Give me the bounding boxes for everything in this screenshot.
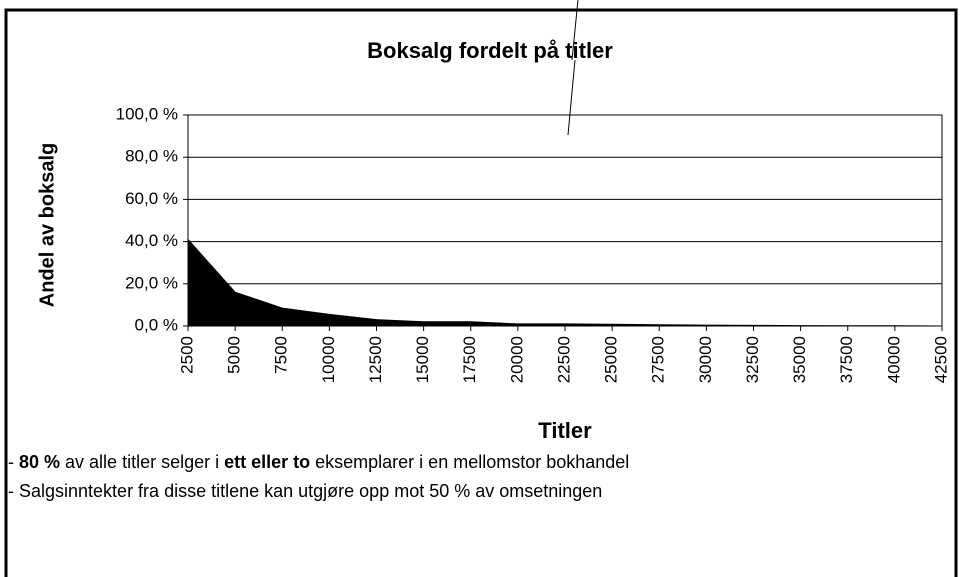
y-axis-title: Andel av boksalg: [36, 143, 58, 308]
y-tick-label: 80,0 %: [125, 147, 178, 166]
scan-artifact: [567, 0, 579, 136]
y-tick-label: 20,0 %: [125, 273, 178, 292]
x-tick-label: 40000: [884, 336, 903, 383]
note-segment: 80 %: [19, 452, 60, 472]
x-tick-label: 12500: [366, 336, 385, 383]
note-segment: - Salgsinntekter fra disse titlene kan u…: [8, 481, 602, 501]
x-tick-label: 10000: [319, 336, 338, 383]
x-tick-label: 37500: [837, 336, 856, 383]
frame: [4, 8, 958, 577]
x-axis-title: Titler: [538, 418, 592, 443]
x-tick-label: 27500: [649, 336, 668, 383]
x-tick-label: 25000: [602, 336, 621, 383]
note: - 80 % av alle titler selger i ett eller…: [8, 452, 629, 472]
plot-frame: [187, 114, 943, 327]
x-tick-label: 20000: [507, 336, 526, 383]
x-tick-label: 22500: [554, 336, 573, 383]
note-segment: ett eller to: [224, 452, 310, 472]
y-tick-label: 60,0 %: [125, 189, 178, 208]
area: [187, 238, 943, 327]
x-tick-label: 2500: [177, 336, 196, 374]
note-segment: -: [8, 452, 19, 472]
x-tick-label: 35000: [790, 336, 809, 383]
y-tick-label: 100,0 %: [116, 104, 178, 123]
x-tick-label: 7500: [272, 336, 291, 374]
x-tick-label: 5000: [225, 336, 244, 374]
note-segment: av alle titler selger i: [60, 452, 224, 472]
x-tick-label: 30000: [696, 336, 715, 383]
y-tick-label: 40,0 %: [125, 231, 178, 250]
x-tick-label: 17500: [460, 336, 479, 383]
x-tick-label: 42500: [931, 336, 950, 383]
x-tick-label: 15000: [413, 336, 432, 383]
note-segment: eksemplarer i en mellomstor bokhandel: [310, 452, 629, 472]
x-tick-label: 32500: [743, 336, 762, 383]
y-tick-label: 0,0 %: [135, 315, 178, 334]
chart-title: Boksalg fordelt på titler: [367, 38, 613, 63]
note: - Salgsinntekter fra disse titlene kan u…: [8, 481, 602, 501]
